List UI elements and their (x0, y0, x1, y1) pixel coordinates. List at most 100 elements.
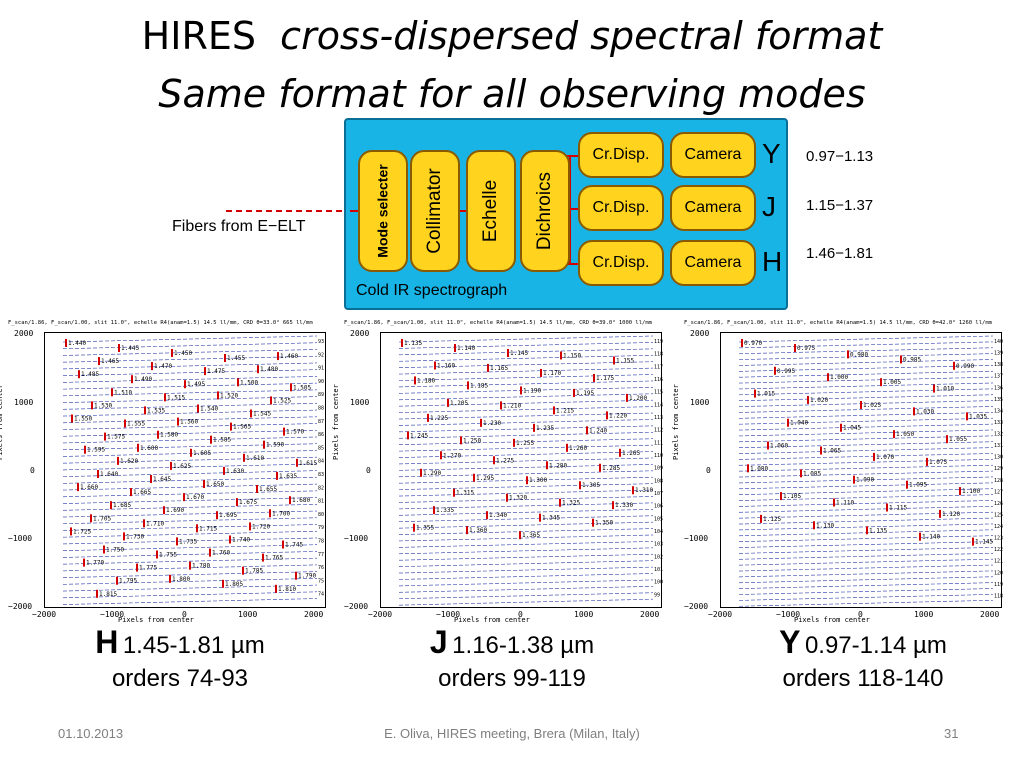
order-line (738, 394, 994, 402)
order-line (62, 389, 318, 397)
y-tick: −2000 (684, 602, 709, 611)
order-line (738, 541, 994, 548)
order-line (398, 380, 654, 388)
wavelength-marker (270, 396, 272, 405)
wavelength-label: 1.030 (916, 408, 934, 415)
order-number: 112 (654, 428, 663, 434)
order-number: 93 (318, 339, 324, 345)
wavelength-label: 1.065 (823, 448, 841, 455)
wavelength-marker (204, 367, 206, 376)
order-number: 84 (318, 459, 324, 465)
wavelength-label: 1.595 (87, 447, 105, 454)
wavelength-marker (157, 430, 159, 439)
order-number: 108 (654, 478, 663, 484)
wavelength-marker (427, 413, 429, 422)
cr-disp-y-label: Cr.Disp. (592, 146, 650, 163)
wavelength-label: 1.275 (496, 457, 514, 464)
wavelength-label: 1.800 (172, 576, 190, 583)
wavelength-marker (500, 401, 502, 410)
y-tick: −2000 (344, 602, 369, 611)
wavelength-marker (236, 498, 238, 507)
order-line (738, 406, 994, 413)
wavelength-label: 1.185 (470, 382, 488, 389)
wavelength-marker (560, 351, 562, 360)
wavelength-label: 1.530 (94, 402, 112, 409)
wavelength-marker (250, 409, 252, 418)
wavelength-label: 1.515 (167, 394, 185, 401)
order-number: 107 (654, 491, 663, 497)
y-axis-label: Pixels from center (672, 384, 680, 460)
wavelength-label: 1.300 (529, 477, 547, 484)
wavelength-label: 1.505 (293, 384, 311, 391)
wavelength-label: 1.270 (443, 452, 461, 459)
order-line (738, 494, 994, 501)
wavelength-marker (203, 480, 205, 488)
wavelength-marker (262, 553, 264, 562)
order-line (398, 566, 654, 574)
wavelength-marker (853, 475, 855, 484)
wavelength-label: 1.085 (803, 470, 821, 477)
wavelength-label: 1.455 (227, 355, 245, 362)
wavelength-marker (196, 524, 198, 533)
wavelength-marker (151, 362, 153, 371)
camera-j-label: Camera (684, 199, 742, 216)
x-tick: 0 (518, 610, 523, 619)
wavelength-marker (813, 521, 815, 530)
order-number: 104 (654, 529, 663, 535)
y-tick: 1000 (350, 398, 370, 407)
wavelength-marker (794, 344, 796, 352)
wavelength-label: 1.135 (869, 527, 887, 534)
wavelength-label: 1.315 (456, 490, 474, 497)
wavelength-marker (116, 576, 118, 585)
order-line (738, 365, 994, 372)
wavelength-marker (566, 443, 568, 452)
wavelength-marker (90, 514, 92, 523)
wavelength-label: 0.970 (744, 340, 762, 347)
wavelength-marker (96, 589, 98, 598)
wavelength-label: 1.555 (127, 421, 145, 428)
order-line (738, 547, 994, 554)
wavelength-marker (184, 380, 186, 389)
wavelength-label: 1.280 (549, 462, 567, 469)
order-line (398, 541, 654, 548)
wavelength-label: 1.615 (299, 460, 317, 467)
order-line (738, 376, 994, 384)
wavelength-label: 1.685 (113, 502, 131, 509)
wavelength-label: 1.060 (770, 443, 788, 450)
order-line (738, 335, 994, 343)
title-subtitle: cross-dispersed spectral format (280, 14, 883, 58)
wavelength-label: 1.570 (286, 429, 304, 436)
wavelength-marker (401, 339, 403, 347)
order-number: 109 (654, 466, 663, 472)
order-number: 92 (318, 352, 324, 358)
order-line (62, 551, 318, 558)
wavelength-marker (413, 523, 415, 532)
wavelength-marker (606, 411, 608, 420)
wavelength-label: 1.740 (232, 537, 250, 544)
wavelength-marker (966, 412, 968, 421)
wavelength-label: 1.715 (199, 525, 217, 532)
wavelength-marker (84, 445, 86, 454)
order-line (62, 403, 318, 410)
order-line (62, 537, 318, 545)
wavelength-marker (559, 498, 561, 507)
wavelength-marker (780, 492, 782, 501)
dichroics-box: Dichroics (520, 150, 570, 272)
order-line (62, 463, 318, 471)
wavelength-marker (900, 355, 902, 364)
wavelength-label: 1.220 (609, 412, 627, 419)
order-line (62, 456, 318, 464)
y-tick: −1000 (8, 534, 33, 543)
wavelength-label: 1.625 (173, 463, 191, 470)
wavelength-marker (296, 458, 298, 467)
wavelength-label: 1.345 (542, 515, 560, 522)
wavelength-marker (579, 481, 581, 490)
wavelength-marker (190, 448, 192, 457)
order-line (62, 591, 318, 599)
wavelength-marker (433, 506, 435, 515)
order-line (398, 515, 654, 523)
wavelength-label: 1.620 (120, 458, 138, 465)
order-number: 129 (994, 466, 1003, 472)
order-line (738, 511, 994, 519)
band-range-h: 1.45-1.81 µm (122, 632, 265, 659)
